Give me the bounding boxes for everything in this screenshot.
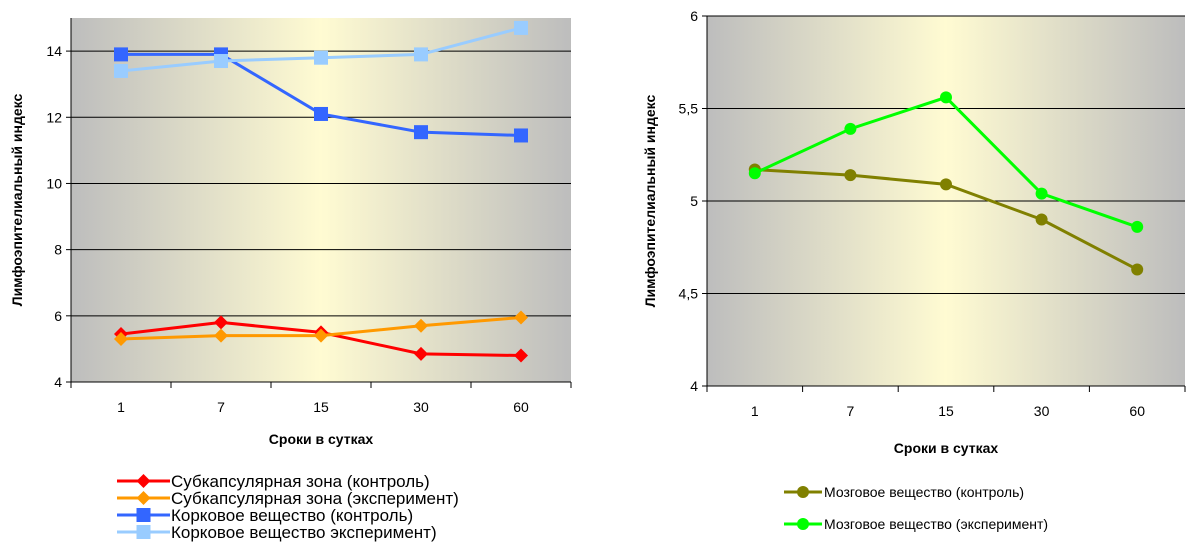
chart-1-series-2-point: [114, 331, 128, 346]
chart-2-legend-label: Мозговое вещество (эксперимент): [824, 516, 1048, 532]
chart-1-series-1-point: [514, 348, 528, 363]
chart-1-legend-marker: [136, 474, 151, 488]
chart-1-y-axis-title: Лимфоэпителиальный индекс: [9, 94, 25, 307]
chart-1-x-tick-label: 30: [413, 399, 429, 415]
chart-1-series-2-point: [314, 328, 328, 343]
chart-2-y-axis-title: Лимфоэпителиальный индекс: [642, 95, 658, 308]
chart-2-x-axis-title: Сроки в сутках: [894, 440, 999, 456]
chart-2-series-1-point: [1035, 213, 1048, 226]
chart-1-series-3-point: [114, 47, 128, 62]
chart-1-series-3-point: [514, 128, 528, 143]
chart-1-series-4-point: [514, 20, 528, 35]
chart-2-x-tick-label: 1: [751, 403, 759, 419]
chart-2-series-1-point: [1131, 263, 1144, 276]
chart-1-x-tick-label: 7: [217, 399, 225, 415]
chart-1-legend-marker: [136, 525, 151, 539]
chart-2-series-1-point: [844, 169, 857, 182]
chart-2-x-tick-label: 30: [1034, 403, 1050, 419]
chart-1-legend-label: Корковое вещество (контроль): [171, 506, 413, 525]
chart-1-x-tick-label: 60: [513, 399, 529, 415]
chart-1-x-tick-label: 15: [313, 399, 329, 415]
chart-1-series-1-point: [414, 346, 428, 361]
chart-2-x-tick-label: 15: [938, 403, 954, 419]
chart-2-series-2-point: [1035, 187, 1048, 200]
chart-2-x-tick-label: 7: [847, 403, 855, 419]
chart-1-series-3-point: [314, 106, 328, 121]
chart-1-legend-marker: [136, 491, 151, 505]
chart-2-series-2-point: [844, 122, 857, 135]
chart-2-series-2-point: [940, 91, 952, 104]
chart-1-series-3-point: [414, 125, 428, 140]
chart-1-series-1-point: [214, 315, 228, 330]
chart-1-series-4-point: [314, 50, 328, 65]
chart-1-y-tick-label: 12: [46, 109, 62, 125]
chart-2-legend-marker: [797, 486, 809, 498]
chart-1-y-tick-label: 4: [54, 374, 62, 390]
chart-1-legend-marker: [136, 508, 151, 522]
chart-2-y-tick-label: 6: [690, 8, 698, 24]
chart-2-series-2-point: [1131, 220, 1144, 233]
chart-1-y-tick-label: 6: [54, 308, 62, 324]
chart-1-series-4-point: [414, 47, 428, 62]
chart-2-series-2-point: [748, 167, 761, 180]
chart-1-legend-label: Субкапсулярная зона (эксперимент): [171, 489, 459, 508]
chart-1-legend-label: Субкапсулярная зона (контроль): [171, 472, 430, 491]
chart-2-x-tick-label: 60: [1129, 403, 1145, 419]
chart-2-series-1-point: [940, 178, 952, 191]
chart-1-y-tick-label: 8: [54, 242, 62, 258]
chart-1-x-tick-label: 1: [117, 399, 125, 415]
chart-1-y-tick-label: 10: [46, 175, 62, 191]
chart-2-y-tick-label: 4,5: [679, 286, 699, 302]
chart-2-y-tick-label: 5,5: [679, 101, 699, 117]
chart-2-legend-marker: [797, 518, 809, 530]
chart-1-series-2-point: [414, 318, 428, 333]
chart-2-legend-label: Мозговое вещество (контроль): [824, 484, 1024, 500]
chart-1-legend-label: Корковое вещество эксперимент): [171, 523, 437, 542]
chart-2-y-tick-label: 4: [690, 378, 698, 394]
chart-1-y-tick-label: 14: [46, 43, 62, 59]
chart-1-series-4-point: [114, 63, 128, 78]
chart-1-series-4-point: [214, 54, 228, 69]
chart-1-x-axis-title: Сроки в сутках: [269, 431, 374, 447]
chart-1-series-2-point: [514, 310, 528, 325]
chart-1-series-2-point: [214, 328, 228, 343]
chart-2-y-tick-label: 5: [690, 193, 698, 209]
